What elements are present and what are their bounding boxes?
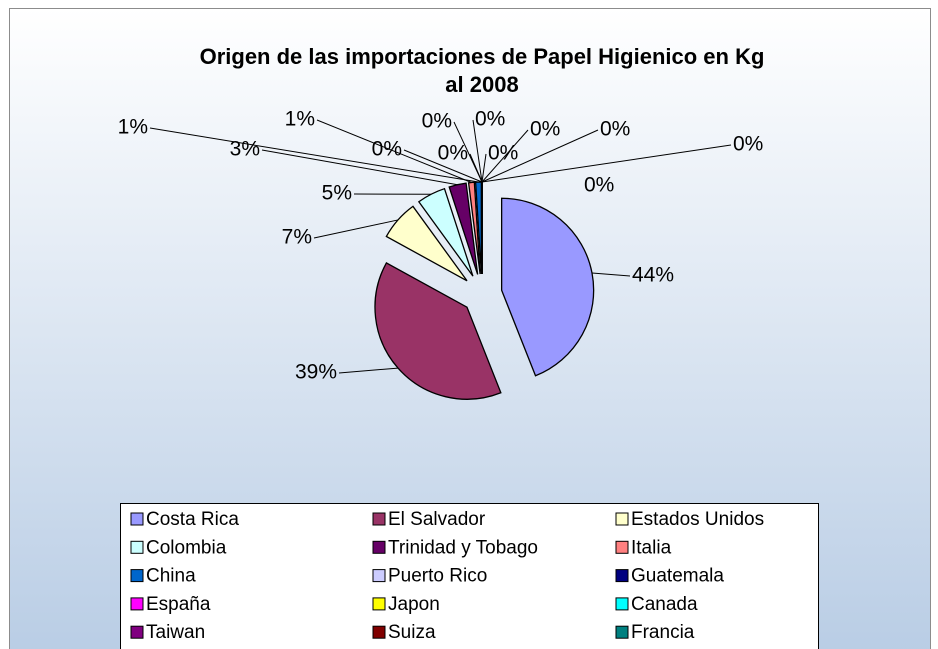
leader-line xyxy=(481,129,529,183)
leader-line xyxy=(313,219,399,239)
legend-label: España xyxy=(146,594,211,615)
data-label: 1% xyxy=(285,108,315,131)
legend-swatch xyxy=(615,540,629,554)
legend-swatch xyxy=(130,540,144,554)
legend-swatch xyxy=(372,540,386,554)
legend-label: Canada xyxy=(631,594,698,615)
leader-line xyxy=(149,127,479,183)
chart-title: Origen de las importaciones de Papel Hig… xyxy=(200,44,765,69)
leader-line xyxy=(481,153,487,183)
leader-line xyxy=(481,129,599,183)
data-label: 0% xyxy=(530,118,560,141)
legend-swatch xyxy=(372,625,386,639)
legend-label: Puerto Rico xyxy=(388,566,487,587)
legend-swatch xyxy=(615,512,629,526)
leader-line xyxy=(338,367,399,374)
leader-line xyxy=(591,272,631,277)
data-label: 1% xyxy=(118,116,148,139)
leader-line xyxy=(316,119,472,183)
legend-swatch xyxy=(372,569,386,583)
data-label: 44% xyxy=(632,264,674,287)
legend-label: Costa Rica xyxy=(146,509,239,530)
data-label: 3% xyxy=(230,138,260,161)
data-label: 0% xyxy=(475,108,505,131)
data-label: 0% xyxy=(438,142,468,165)
legend-swatch xyxy=(130,512,144,526)
legend-label: Francia xyxy=(631,622,695,643)
legend-label: China xyxy=(146,566,196,587)
leader-line xyxy=(481,144,732,183)
legend-swatch xyxy=(615,597,629,611)
data-label: 5% xyxy=(322,182,352,205)
legend-swatch xyxy=(615,569,629,583)
legend-swatch xyxy=(130,625,144,639)
legend-swatch xyxy=(130,597,144,611)
legend-label: Guatemala xyxy=(631,566,724,587)
legend-label: El Salvador xyxy=(388,509,486,530)
data-label: 39% xyxy=(295,361,337,384)
legend-box xyxy=(120,503,819,649)
data-label: 0% xyxy=(733,133,763,156)
pie-slice xyxy=(385,205,468,282)
pie-slice xyxy=(374,262,502,400)
legend-label: Taiwan xyxy=(146,622,205,643)
legend-label: Estados Unidos xyxy=(631,509,764,530)
pie-slice xyxy=(417,187,474,277)
leader-line xyxy=(261,149,458,186)
leader-line xyxy=(453,121,483,183)
legend-swatch xyxy=(130,569,144,583)
legend-label: Suiza xyxy=(388,622,436,643)
legend-swatch xyxy=(615,625,629,639)
chart-title: al 2008 xyxy=(445,72,518,97)
legend-label: Italia xyxy=(631,537,672,558)
data-label: 0% xyxy=(600,118,630,141)
legend-label: Japon xyxy=(388,594,440,615)
data-label: 0% xyxy=(422,110,452,133)
data-label: 7% xyxy=(282,226,312,249)
data-label: 0% xyxy=(488,142,518,165)
data-label: 0% xyxy=(372,138,402,161)
legend-swatch xyxy=(372,597,386,611)
leader-line xyxy=(472,119,483,183)
legend-label: Trinidad y Tobago xyxy=(388,537,538,558)
legend-swatch xyxy=(372,512,386,526)
leader-line xyxy=(403,149,483,183)
legend-label: Colombia xyxy=(146,537,227,558)
data-label: 0% xyxy=(584,174,614,197)
